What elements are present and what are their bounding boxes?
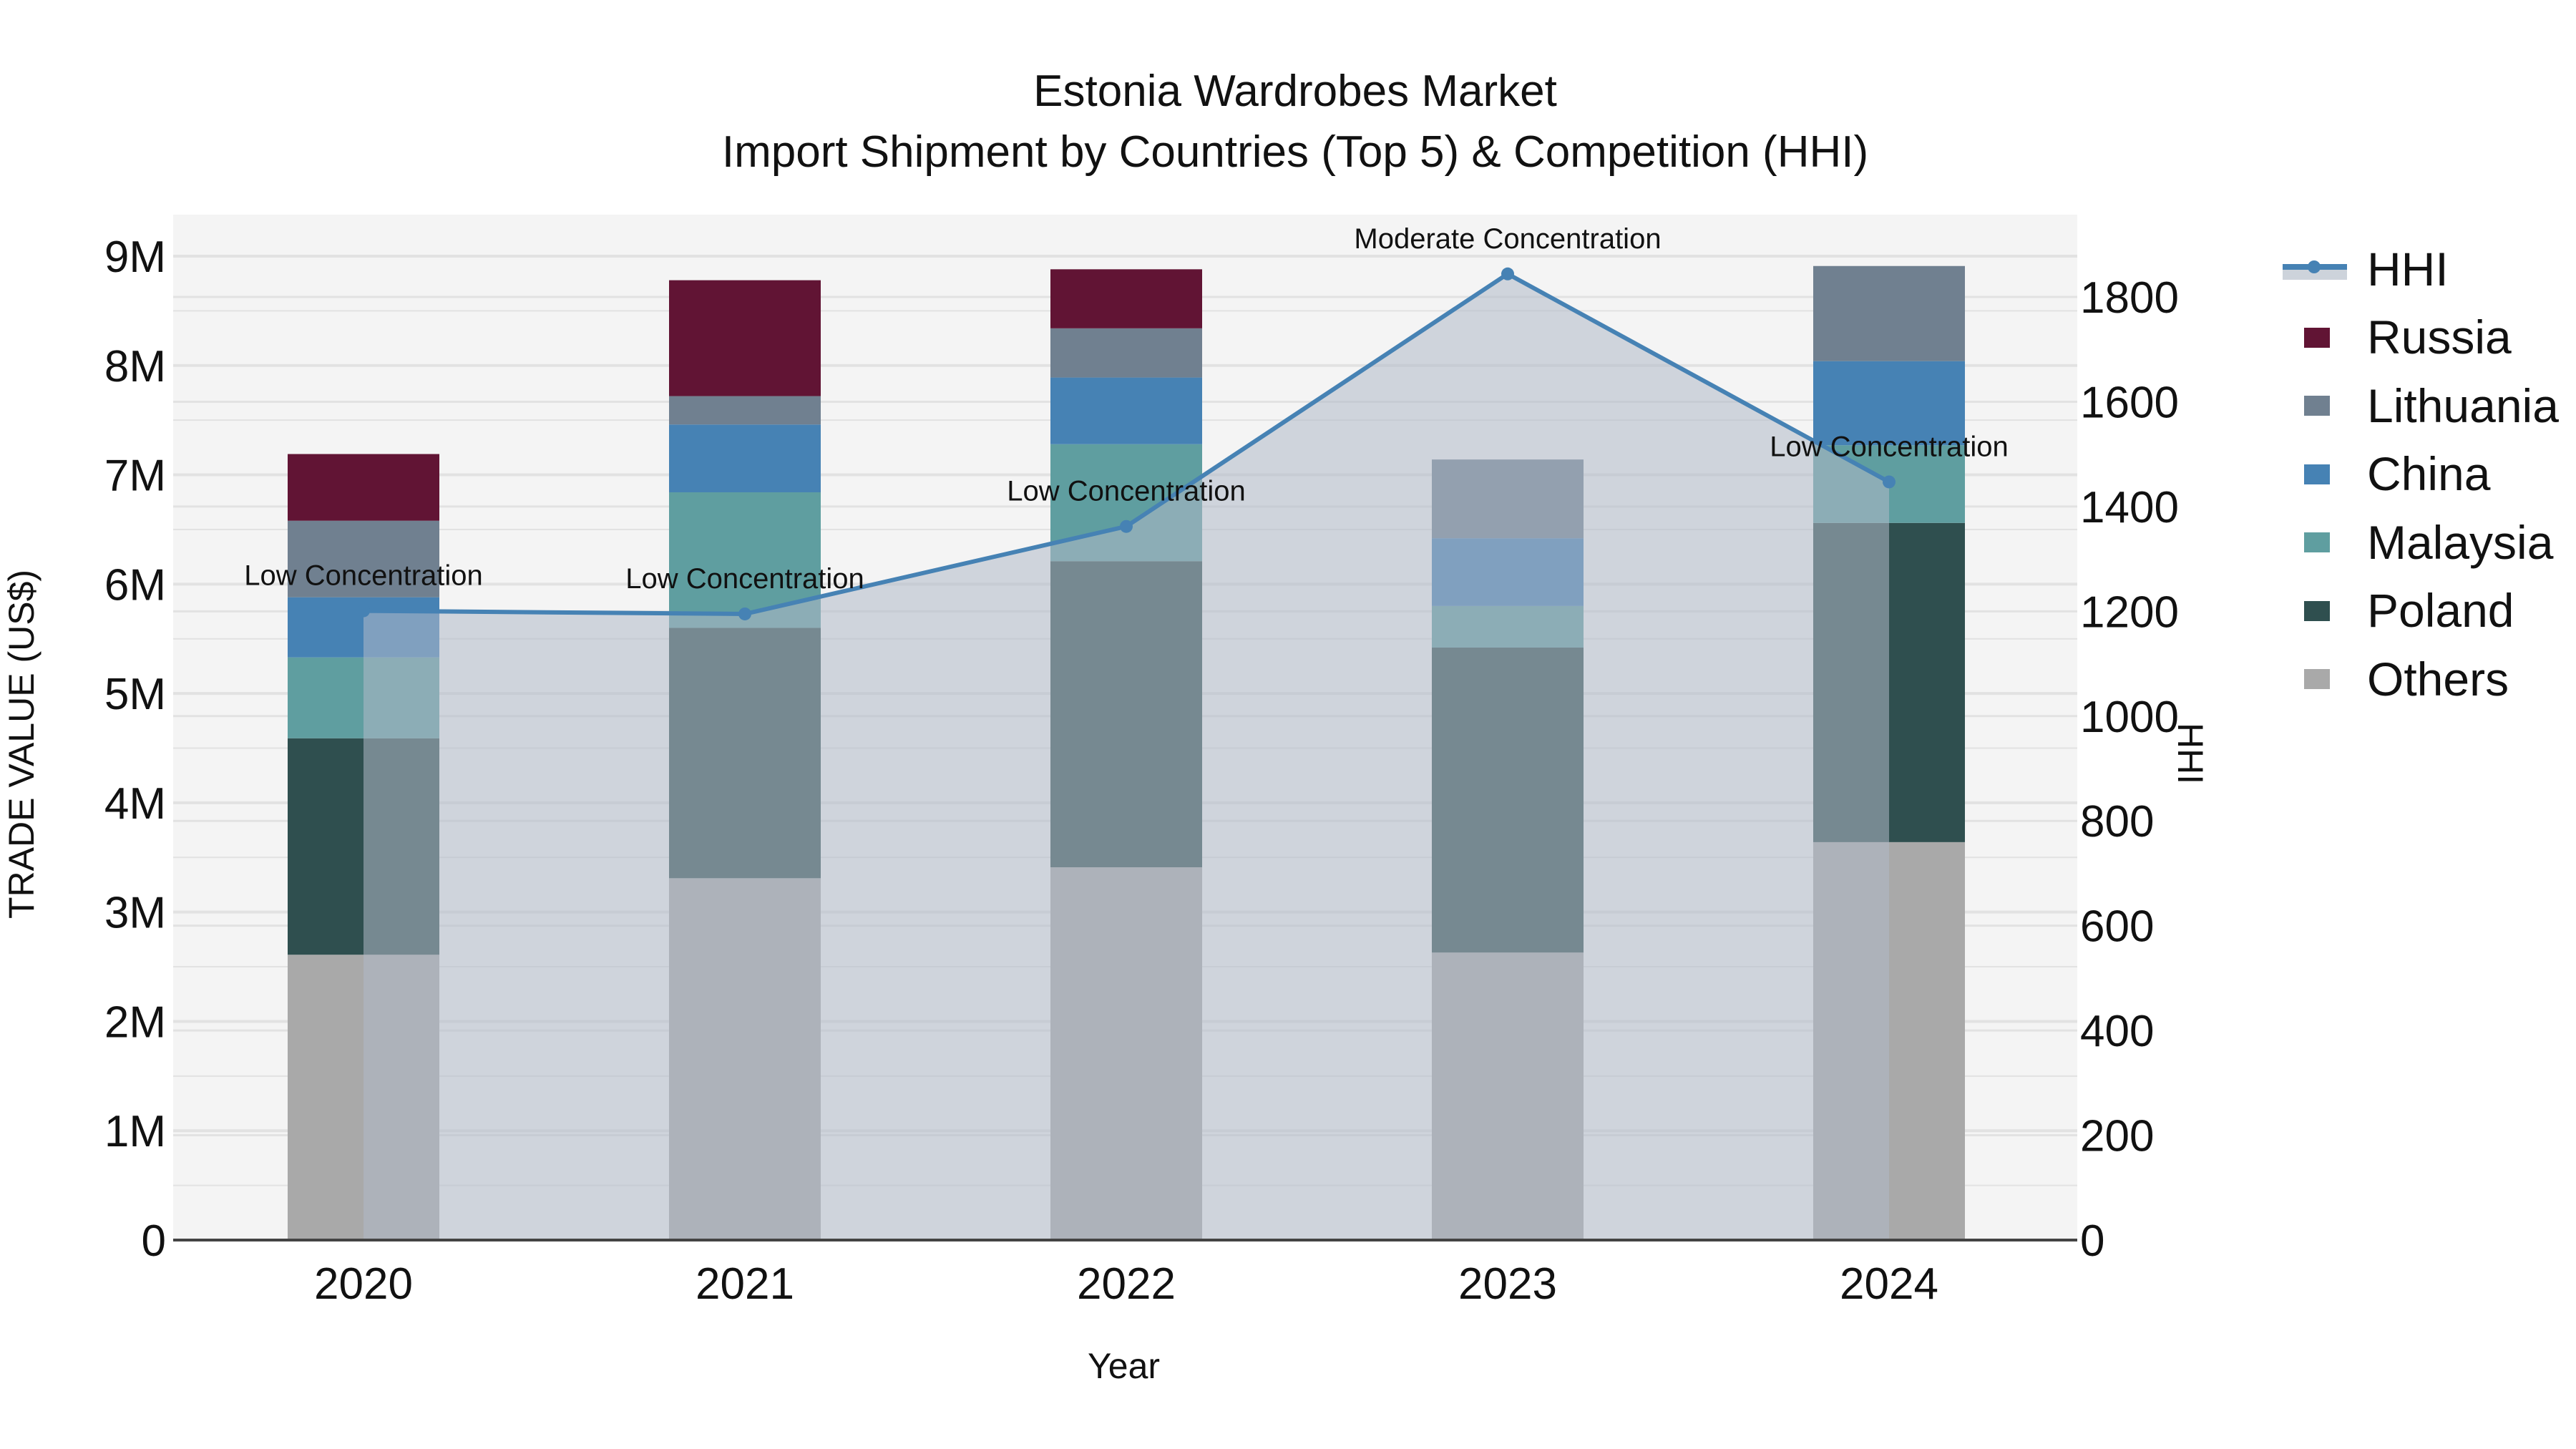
y-left-tick: 2M — [104, 997, 166, 1047]
legend-label: Malaysia — [2367, 515, 2554, 569]
bar-segment-lithuania-2022[interactable] — [1050, 328, 1126, 378]
legend: HHI Russia Lithuania China Malaysia Pola… — [2275, 235, 2559, 713]
hhi-annotation: Low Concentration — [1007, 476, 1246, 507]
legend-item-poland[interactable]: Poland — [2275, 577, 2559, 645]
y-left-tick: 8M — [104, 342, 166, 391]
bar-segment-lithuania-2020[interactable] — [364, 520, 439, 597]
y-right-tick: 200 — [2080, 1112, 2154, 1161]
x-axis-title: Year — [1088, 1346, 1161, 1386]
bar-segment-china-2021[interactable] — [745, 424, 821, 492]
bar-segment-lithuania-2020[interactable] — [288, 520, 364, 597]
legend-label: China — [2367, 447, 2491, 501]
y-left-tick: 7M — [104, 452, 166, 501]
x-tick: 2020 — [314, 1259, 413, 1309]
bar-segment-poland-2024[interactable] — [1889, 522, 1965, 842]
square-swatch-icon — [2275, 577, 2354, 645]
y-right-tick: 800 — [2080, 797, 2154, 847]
y-right-tick: 600 — [2080, 902, 2154, 952]
y-right-tick: 1200 — [2080, 587, 2179, 637]
bar-segment-china-2020[interactable] — [288, 597, 364, 658]
y-right-tick: 1400 — [2080, 483, 2179, 532]
chart-title-line1: Estonia Wardrobes Market — [1033, 67, 1557, 116]
hhi-annotation: Low Concentration — [625, 563, 864, 595]
bar-segment-russia-2020[interactable] — [288, 454, 364, 521]
bar-segment-lithuania-2024[interactable] — [1813, 265, 1889, 361]
hhi-annotation: Low Concentration — [1770, 431, 2009, 462]
square-swatch-icon — [2275, 371, 2354, 439]
bar-segment-malaysia-2020[interactable] — [288, 657, 364, 738]
x-tick: 2023 — [1458, 1259, 1557, 1309]
legend-label: Others — [2367, 652, 2509, 706]
bar-segment-poland-2020[interactable] — [288, 738, 364, 955]
bar-segment-others-2024[interactable] — [1889, 841, 1965, 1240]
bar-segment-russia-2021[interactable] — [669, 280, 745, 396]
y-right-tick: 1600 — [2080, 378, 2179, 427]
y-right-tick: 0 — [2080, 1216, 2104, 1266]
bar-segment-china-2024[interactable] — [1889, 361, 1965, 446]
square-swatch-icon — [2275, 645, 2354, 713]
square-swatch-icon — [2275, 440, 2354, 508]
bar-segment-lithuania-2022[interactable] — [1126, 328, 1202, 378]
legend-label: Lithuania — [2367, 379, 2559, 432]
legend-item-russia[interactable]: Russia — [2275, 303, 2559, 372]
line-marker-icon — [2275, 235, 2354, 303]
hhi-annotation: Low Concentration — [244, 560, 483, 592]
x-tick: 2022 — [1077, 1259, 1176, 1309]
y-left-axis-title: TRADE VALUE (US$) — [1, 569, 42, 919]
y-right-tick: 1000 — [2080, 693, 2179, 742]
bar-segment-china-2021[interactable] — [669, 424, 745, 492]
hhi-point-2021[interactable] — [738, 607, 751, 620]
y-right-axis-title: HHI — [2170, 723, 2210, 785]
y-left-tick: 0 — [142, 1216, 166, 1266]
y-right-tick: 400 — [2080, 1007, 2154, 1056]
y-right-tick: 1800 — [2080, 273, 2179, 323]
bar-segment-malaysia-2024[interactable] — [1889, 445, 1965, 523]
bar-segment-others-2020[interactable] — [288, 955, 364, 1240]
bar-segment-china-2024[interactable] — [1813, 361, 1889, 446]
bar-segment-lithuania-2021[interactable] — [745, 396, 821, 425]
bar-segment-russia-2022[interactable] — [1050, 269, 1126, 328]
bar-segment-russia-2021[interactable] — [745, 280, 821, 396]
hhi-point-2023[interactable] — [1501, 267, 1514, 280]
hhi-area — [364, 273, 1889, 1240]
square-swatch-icon — [2275, 303, 2354, 371]
legend-label: Russia — [2367, 311, 2512, 364]
chart-title-line2: Import Shipment by Countries (Top 5) & C… — [721, 127, 1869, 177]
bar-segment-lithuania-2021[interactable] — [669, 396, 745, 425]
hhi-annotation: Moderate Concentration — [1354, 223, 1661, 255]
hhi-point-2022[interactable] — [1120, 519, 1133, 533]
bar-segment-china-2022[interactable] — [1050, 377, 1126, 444]
hhi-point-2024[interactable] — [1883, 475, 1896, 489]
legend-item-others[interactable]: Others — [2275, 645, 2559, 713]
legend-label: Poland — [2367, 584, 2514, 638]
x-tick: 2024 — [1840, 1259, 1938, 1309]
bar-segment-lithuania-2024[interactable] — [1889, 265, 1965, 361]
y-left-tick: 9M — [104, 233, 166, 282]
y-left-tick: 1M — [104, 1107, 166, 1156]
bar-segment-malaysia-2021[interactable] — [669, 492, 745, 628]
legend-item-lithuania[interactable]: Lithuania — [2275, 371, 2559, 440]
x-tick: 2021 — [696, 1259, 794, 1309]
bar-segment-russia-2022[interactable] — [1126, 269, 1202, 328]
legend-item-china[interactable]: China — [2275, 440, 2559, 509]
legend-item-malaysia[interactable]: Malaysia — [2275, 508, 2559, 577]
y-left-tick: 6M — [104, 560, 166, 610]
y-left-tick: 3M — [104, 889, 166, 938]
y-left-tick: 4M — [104, 779, 166, 829]
y-left-tick: 5M — [104, 670, 166, 719]
bar-segment-china-2022[interactable] — [1126, 377, 1202, 444]
square-swatch-icon — [2275, 508, 2354, 576]
hhi-point-2020[interactable] — [357, 604, 370, 618]
legend-label: HHI — [2367, 242, 2449, 296]
bar-segment-russia-2020[interactable] — [364, 454, 439, 521]
legend-item-hhi[interactable]: HHI — [2275, 235, 2559, 303]
